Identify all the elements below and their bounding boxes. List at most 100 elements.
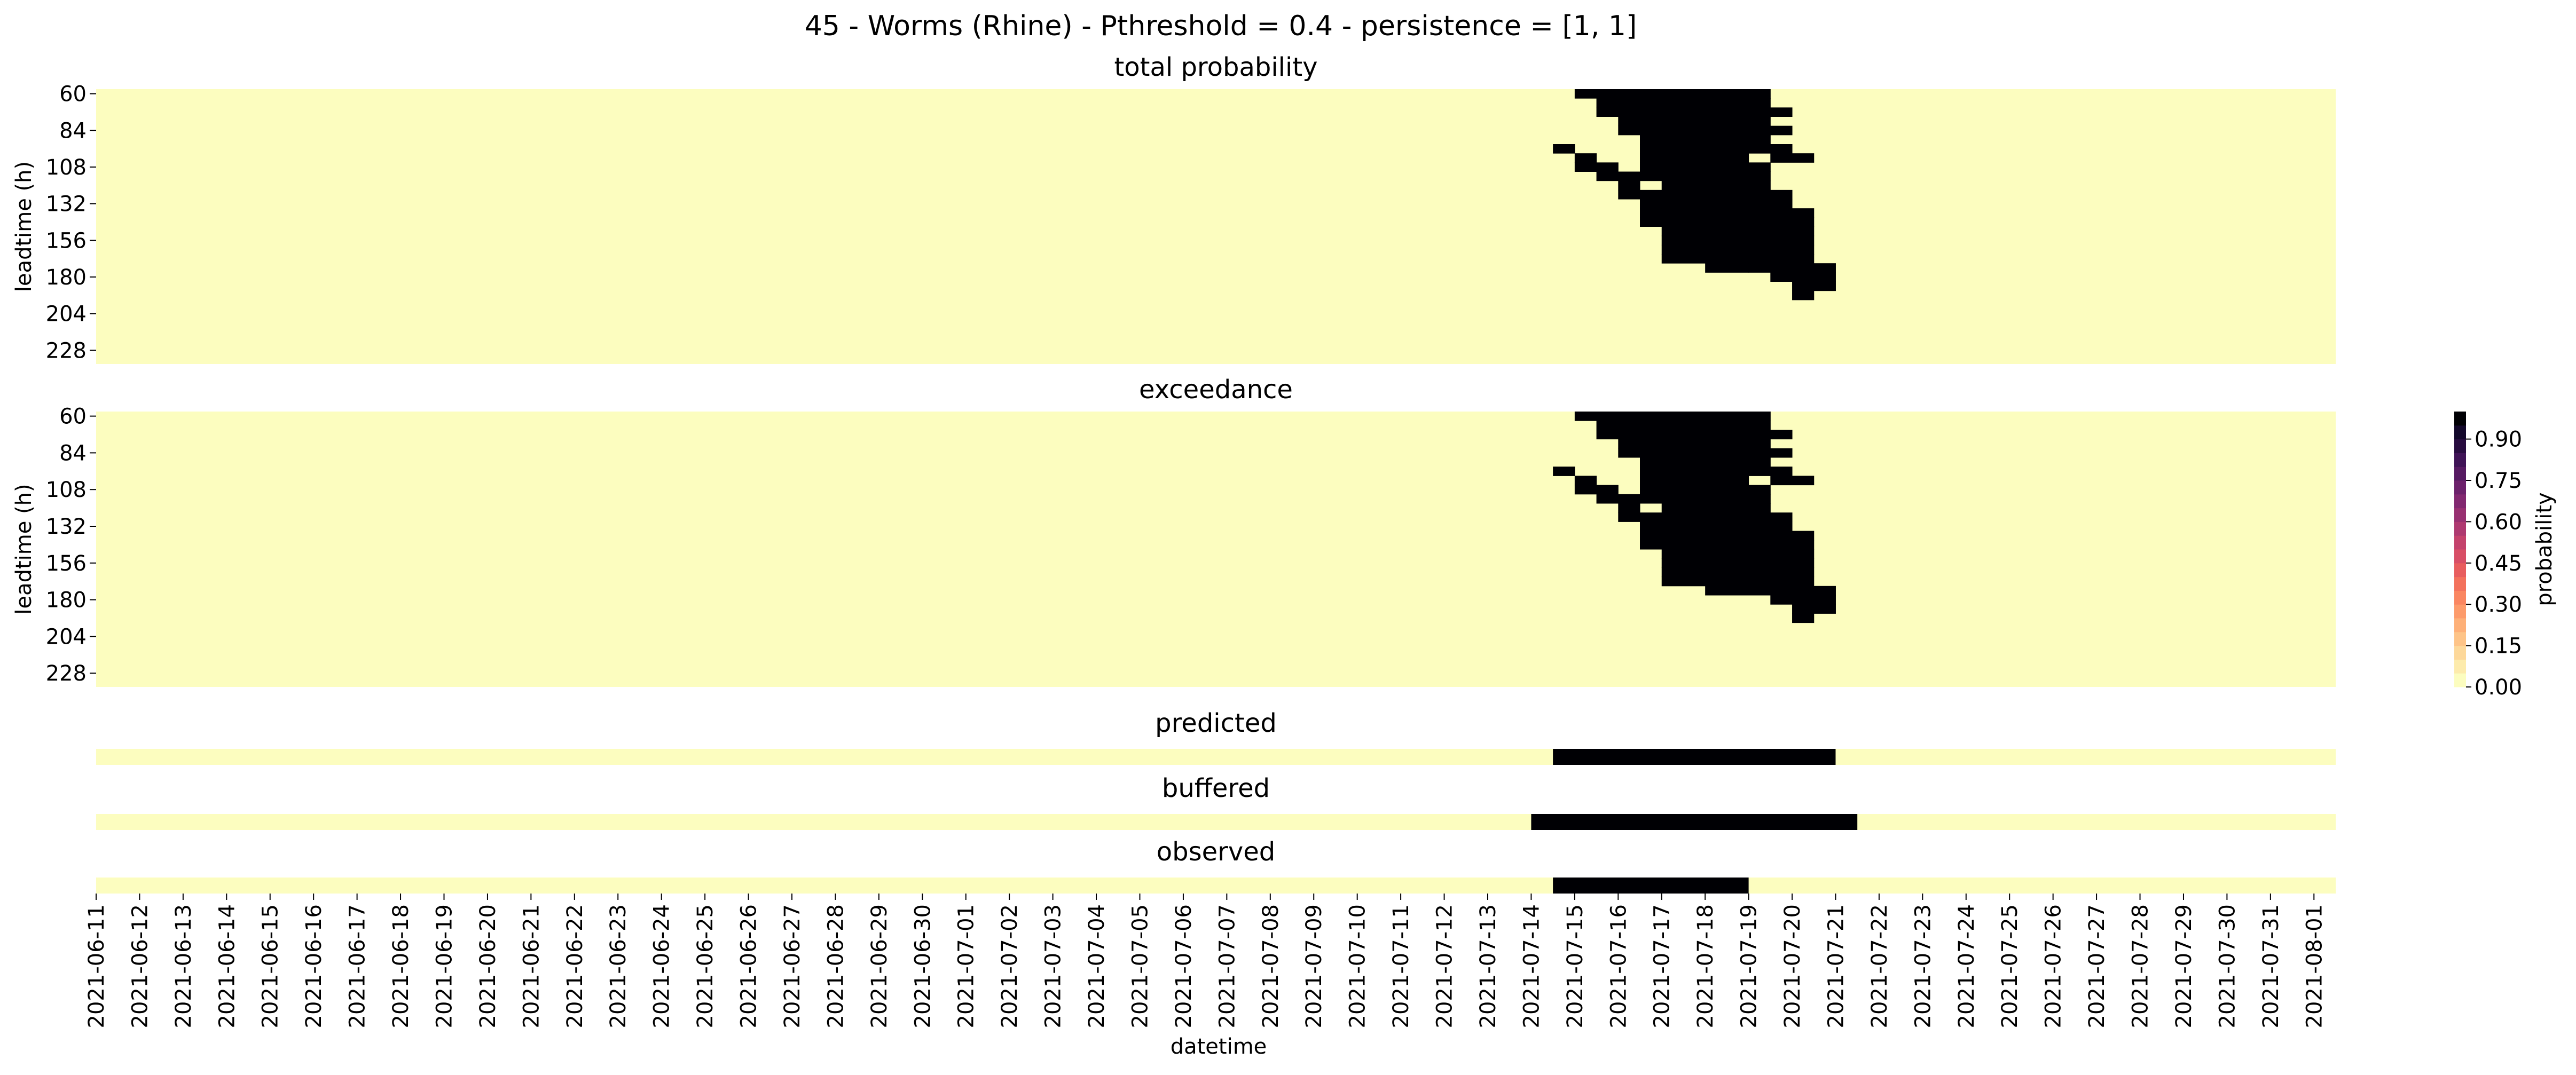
exceedance-cell xyxy=(1748,586,1836,596)
total-probability-cell xyxy=(1640,217,1684,227)
colorbar-tick-label: 0.60 xyxy=(2475,510,2522,534)
x-tick-label: 2021-07-17 xyxy=(1650,904,1675,1028)
x-tick-label: 2021-07-24 xyxy=(1954,904,1979,1028)
x-tick-label: 2021-06-15 xyxy=(258,904,283,1028)
exceedance-cell xyxy=(1661,521,1793,532)
exceedance-cell xyxy=(1618,439,1771,449)
total-probability-cell xyxy=(1574,153,1597,163)
colorbar-level xyxy=(2454,480,2466,495)
colorbar-tick-label: 0.45 xyxy=(2475,551,2522,576)
exceedance-cell xyxy=(1640,531,1684,541)
x-tick-label: 2021-06-19 xyxy=(432,904,457,1028)
x-tick-label: 2021-06-11 xyxy=(84,904,109,1028)
buffered-background xyxy=(96,814,2336,830)
colorbar-level xyxy=(2454,673,2466,687)
predicted-panel: predicted xyxy=(96,708,2336,765)
exceedance-cell xyxy=(1553,467,1575,476)
exceedance-cell xyxy=(1770,476,1815,486)
exceedance-cell xyxy=(1661,512,1793,522)
x-tick-label: 2021-07-06 xyxy=(1172,904,1196,1028)
colorbar-label: probability xyxy=(2532,492,2557,606)
total-probability-cell xyxy=(1618,189,1662,200)
total-probability-cell xyxy=(1596,98,1771,108)
total-probability-cell xyxy=(1792,290,1815,301)
exceedance-panel: exceedance 60 84 108 132 156 180 204 228 leadtime… xyxy=(12,375,2336,687)
total-probability-cell xyxy=(1661,244,1684,255)
x-tick-label: 2021-07-26 xyxy=(2041,904,2066,1028)
colorbar-tick-label: 0.30 xyxy=(2475,592,2522,617)
x-tick-label: 2021-06-14 xyxy=(215,904,239,1028)
x-tick-label: 2021-07-08 xyxy=(1259,904,1283,1028)
total-probability-cell xyxy=(1640,144,1793,154)
colorbar-level xyxy=(2454,563,2466,578)
exceedance-cell xyxy=(1618,512,1662,522)
predicted-title: predicted xyxy=(1155,708,1277,738)
colorbar-level xyxy=(2454,645,2466,660)
exceedance-cell xyxy=(1618,448,1771,458)
exceedance-cell xyxy=(1661,503,1771,513)
observed-title: observed xyxy=(1157,837,1276,867)
colorbar-level xyxy=(2454,590,2466,605)
total-probability-cell xyxy=(1640,171,1771,181)
exceedance-background xyxy=(96,412,2336,687)
x-tick-label: 2021-06-28 xyxy=(823,904,848,1028)
exceedance-ytick-label: 228 xyxy=(46,661,87,686)
exceedance-cell xyxy=(1683,540,1815,550)
exceedance-ytick-label: 84 xyxy=(59,441,87,465)
buffered-title: buffered xyxy=(1162,773,1270,803)
observed-panel: observed xyxy=(96,837,2336,894)
exceedance-ytick-label: 60 xyxy=(59,405,87,429)
total-probability-cell xyxy=(1705,263,1749,273)
total-probability-cell xyxy=(1661,235,1815,246)
total-probability-ytick-label: 156 xyxy=(46,228,87,253)
x-tick-label: 2021-07-29 xyxy=(2172,904,2196,1028)
x-tick-label: 2021-07-27 xyxy=(2085,904,2109,1028)
total-probability-cell xyxy=(1553,144,1575,154)
total-probability-cell xyxy=(1770,153,1815,163)
exceedance-ytick-label: 156 xyxy=(46,551,87,576)
total-probability-cell xyxy=(1661,180,1771,191)
total-probability-cell xyxy=(1618,180,1640,191)
exceedance-cell xyxy=(1792,613,1815,623)
x-tick-label: 2021-07-11 xyxy=(1389,904,1413,1028)
x-axis-label: datetime xyxy=(1171,1034,1267,1059)
x-tick-label: 2021-07-04 xyxy=(1085,904,1109,1028)
observed-event-bar xyxy=(1553,878,1749,894)
total-probability-cell xyxy=(1683,244,1815,255)
x-tick-label: 2021-07-19 xyxy=(1737,904,1762,1028)
exceedance-cell xyxy=(1683,567,1815,578)
x-tick-label: 2021-07-21 xyxy=(1824,904,1848,1028)
colorbar-level xyxy=(2454,659,2466,674)
x-tick-label: 2021-07-18 xyxy=(1693,904,1718,1028)
x-tick-label: 2021-06-29 xyxy=(867,904,892,1028)
total-probability-cell xyxy=(1683,217,1815,227)
x-tick-label: 2021-07-07 xyxy=(1215,904,1239,1028)
exceedance-cell xyxy=(1640,521,1662,532)
colorbar-level xyxy=(2454,604,2466,619)
colorbar-level xyxy=(2454,535,2466,550)
colorbar-level xyxy=(2454,618,2466,633)
total-probability-ytick-label: 84 xyxy=(59,118,87,143)
predicted-event-bar xyxy=(1553,749,1836,765)
exceedance-cell xyxy=(1640,457,1771,467)
total-probability-ytick-label: 180 xyxy=(46,265,87,290)
colorbar-level xyxy=(2454,439,2466,453)
exceedance-cell xyxy=(1640,540,1684,550)
total-probability-cell xyxy=(1640,208,1684,218)
colorbar-tick-label: 0.90 xyxy=(2475,428,2522,452)
exceedance-cell xyxy=(1640,485,1771,495)
x-tick-label: 2021-07-31 xyxy=(2259,904,2283,1028)
total-probability-ytick-label: 60 xyxy=(59,82,87,107)
x-tick-label: 2021-07-03 xyxy=(1041,904,1066,1028)
total-probability-ytick-label: 204 xyxy=(46,302,87,327)
exceedance-cell xyxy=(1640,494,1771,504)
total-probability-cell xyxy=(1770,125,1793,136)
total-probability-cell xyxy=(1574,89,1771,99)
colorbar-level xyxy=(2454,453,2466,467)
x-tick-label: 2021-06-12 xyxy=(128,904,152,1028)
exceedance-cell xyxy=(1574,412,1771,421)
total-probability-cell xyxy=(1640,153,1749,163)
total-probability-title: total probability xyxy=(1114,52,1317,82)
colorbar-tick-label: 0.15 xyxy=(2475,634,2522,659)
